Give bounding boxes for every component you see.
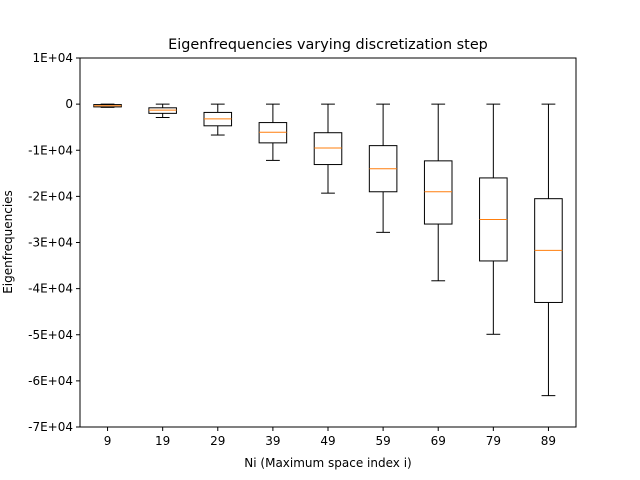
x-tick-label: 29	[210, 434, 225, 448]
x-tick-label: 79	[486, 434, 501, 448]
axes-frame	[79, 57, 577, 428]
x-tick-label: 69	[431, 434, 446, 448]
y-tick-label: -2E+04	[28, 189, 73, 203]
x-tick-label: 39	[265, 434, 280, 448]
x-tick-label: 9	[104, 434, 112, 448]
x-axis-label: Ni (Maximum space index i)	[244, 456, 411, 470]
chart-title: Eigenfrequencies varying discretization …	[168, 37, 488, 53]
y-axis-label: Eigenfrequencies	[1, 190, 15, 294]
y-tick-label: 1E+04	[32, 51, 73, 65]
x-tick-label: 49	[320, 434, 335, 448]
box-iqr	[313, 132, 343, 166]
x-tick-label: 59	[375, 434, 390, 448]
y-tick-label: -6E+04	[28, 374, 73, 388]
box-iqr	[423, 160, 453, 225]
y-tick-label: -1E+04	[28, 143, 73, 157]
y-tick-label: -5E+04	[28, 328, 73, 342]
x-tick-label: 19	[155, 434, 170, 448]
y-tick-label: 0	[65, 97, 73, 111]
y-tick-label: -7E+04	[28, 420, 73, 434]
plot-area: 1E+04 0 -1E+04 -2E+04 -3E+04 -4E+04 -5E+04 -6E+…	[28, 51, 563, 448]
y-tick-label: -3E+04	[28, 236, 73, 250]
x-tick-label: 89	[541, 434, 556, 448]
y-tick-label: -4E+04	[28, 282, 73, 296]
